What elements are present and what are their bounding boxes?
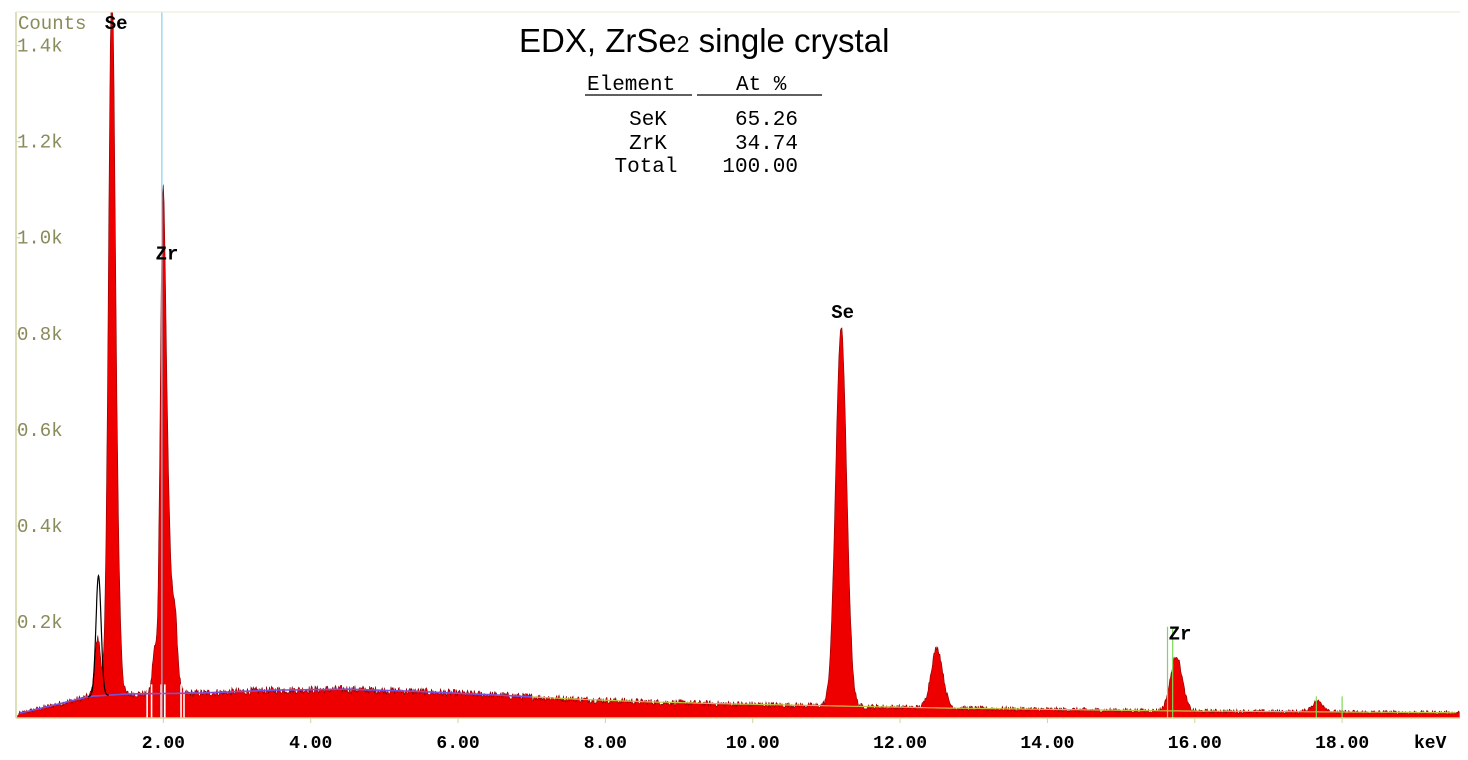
chart-title-rest: single crystal xyxy=(690,22,890,59)
table-row-at: 34.74 xyxy=(735,133,798,156)
y-tick-label: 0.6k xyxy=(17,420,63,442)
x-tick-label: 6.00 xyxy=(436,734,479,754)
x-tick-label: 12.00 xyxy=(873,734,927,754)
y-tick-label: 0.4k xyxy=(17,516,63,538)
peak-label: Se xyxy=(831,302,854,324)
fit-overlay-peak xyxy=(88,573,109,698)
table-row-at: 65.26 xyxy=(735,109,798,132)
table-header-at: At % xyxy=(736,74,787,97)
peak-labels: Se Zr Se Zr xyxy=(105,13,1192,646)
x-tick-label: 4.00 xyxy=(289,734,332,754)
background-fit-line-tail xyxy=(531,696,1457,714)
chart-title: EDX, ZrSe2 single crystal xyxy=(519,22,889,59)
y-tick-label: 0.2k xyxy=(17,612,63,634)
table-header-element: Element xyxy=(587,74,675,97)
y-tick-label: 1.2k xyxy=(17,132,63,154)
x-tick-label: 18.00 xyxy=(1315,734,1369,754)
chart-title-main: EDX, ZrSe xyxy=(519,22,677,59)
y-tick-label: 0.8k xyxy=(17,324,63,346)
x-tick-label: 10.00 xyxy=(726,734,780,754)
table-row-at: 100.00 xyxy=(722,156,798,179)
y-tick-label: 1.0k xyxy=(17,228,63,250)
y-axis-label: Counts xyxy=(18,13,86,35)
x-tick-label: 16.00 xyxy=(1168,734,1222,754)
table-row-element: ZrK xyxy=(629,133,667,156)
x-tick-label: 2.00 xyxy=(142,734,185,754)
table-row-element: SeK xyxy=(629,109,667,132)
y-ticks: 0.2k 0.4k 0.6k 0.8k 1.0k 1.2k 1.4k xyxy=(16,36,63,634)
x-axis-label: keV xyxy=(1414,734,1447,754)
x-ticks: 2.00 4.00 6.00 8.00 10.00 12.00 14.00 16.00 18.0… xyxy=(142,718,1369,754)
background-fit-line xyxy=(19,688,532,714)
chart-title-subscript: 2 xyxy=(677,31,690,57)
peak-label: Zr xyxy=(156,243,179,265)
peak-label: Se xyxy=(105,13,128,35)
composition-table: Element At % SeK 65.26 ZrK 34.74 Total 1… xyxy=(585,74,822,179)
x-tick-label: 8.00 xyxy=(584,734,627,754)
y-tick-label: 1.4k xyxy=(17,36,63,58)
marker-lines xyxy=(161,12,1343,718)
table-row-element: Total xyxy=(614,156,677,179)
peak-label: Zr xyxy=(1169,624,1192,646)
x-tick-label: 14.00 xyxy=(1020,734,1074,754)
